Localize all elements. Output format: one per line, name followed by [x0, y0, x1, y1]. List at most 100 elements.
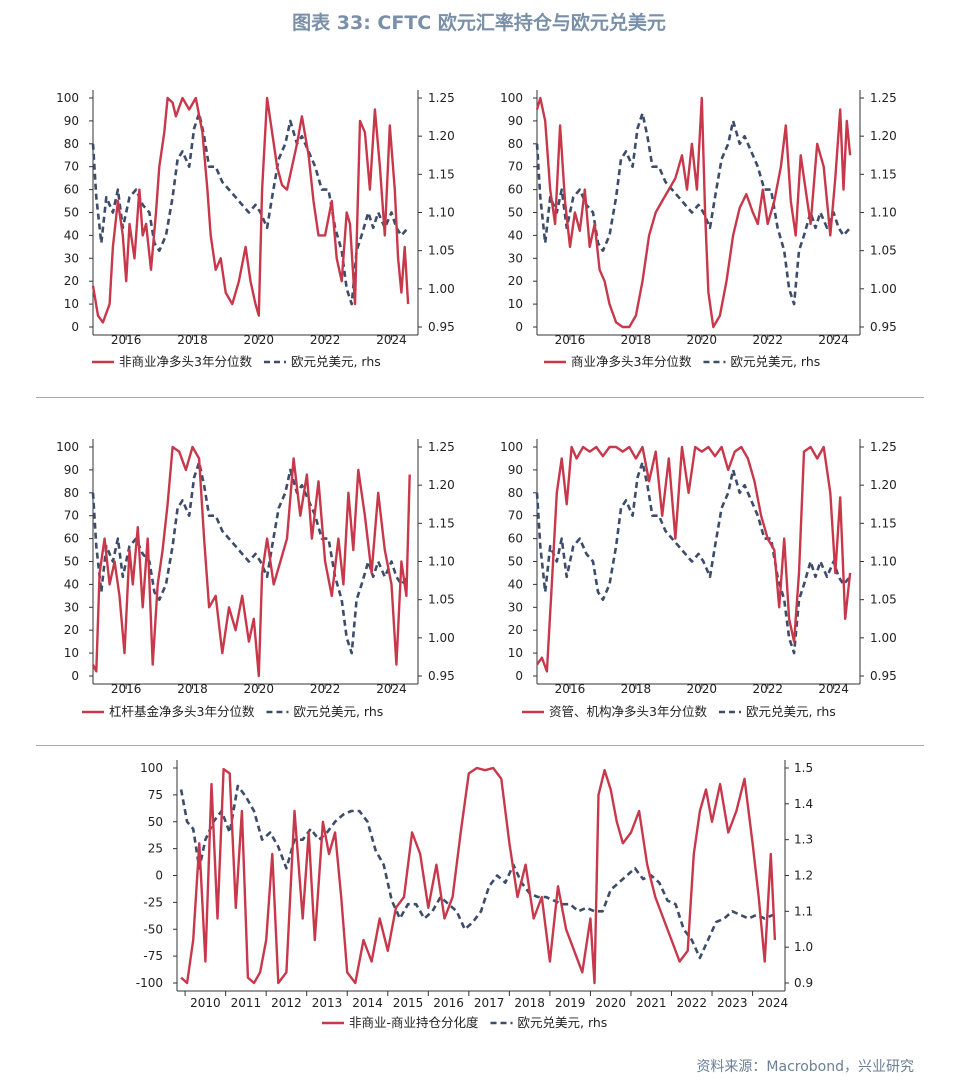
legend-label-eurusd: 欧元兑美元, rhs: [746, 704, 836, 719]
x-tick-label: 2011: [231, 996, 262, 1010]
y-tick-label: -100: [136, 976, 163, 990]
x-tick-label: 2019: [555, 996, 586, 1010]
y2-tick-label: 1.5: [794, 761, 813, 775]
y-tick-label: 50: [148, 815, 163, 829]
position-series-line: [536, 445, 852, 673]
y-tick-label: -25: [143, 895, 163, 909]
source-note: 资料来源：Macrobond，兴业研究: [696, 1059, 914, 1075]
y2-tick-label: 1.4: [794, 797, 813, 811]
legend-label-eurusd: 欧元兑美元, rhs: [518, 1015, 608, 1030]
legend-label-position: 非商业净多头3年分位数: [119, 354, 252, 369]
divider-top: [36, 397, 924, 398]
y2-tick-label: 1.25: [428, 91, 455, 105]
x-tick-label: 2016: [111, 333, 142, 347]
y-tick-label: 60: [508, 532, 523, 546]
y-tick-label: 100: [140, 761, 163, 775]
y-tick-label: 0: [515, 320, 523, 334]
y2-tick-label: 1.0: [794, 940, 813, 954]
y-tick-label: -75: [143, 949, 163, 963]
eurusd-series-line: [535, 461, 852, 655]
chart-noncommercial: 0 10 20 30 40 50 60 70 80 90 100 0.95 1.00 1.05 1.10 1.…: [56, 90, 455, 369]
y-tick-label: 50: [508, 555, 523, 569]
y-tick-label: 0: [71, 320, 79, 334]
y-tick-label: 25: [148, 842, 163, 856]
y-tick-label: 70: [64, 509, 79, 523]
position-series-line: [180, 766, 777, 985]
y-tick-label: 100: [56, 440, 79, 454]
page-title: 图表 33: CFTC 欧元汇率持仓与欧元兑美元: [292, 12, 666, 34]
y-tick-label: 90: [508, 114, 523, 128]
y-tick-label: -50: [143, 922, 163, 936]
x-tick-label: 2020: [244, 333, 275, 347]
x-tick-label: 2017: [474, 996, 505, 1010]
y-tick-label: 10: [508, 297, 523, 311]
y-tick-label: 70: [508, 160, 523, 174]
y2-tick-label: 1.3: [794, 833, 813, 847]
y-tick-label: 0: [515, 669, 523, 683]
x-tick-label: 2018: [514, 996, 545, 1010]
x-tick-label: 2024: [376, 682, 407, 696]
x-tick-label: 2016: [555, 333, 586, 347]
y2-tick-label: 0.95: [428, 669, 455, 683]
divider-bottom: [36, 745, 924, 746]
y2-tick-label: 1.25: [428, 440, 455, 454]
y2-tick-label: 1.15: [870, 167, 897, 181]
y-tick-label: 70: [508, 509, 523, 523]
y-tick-label: 30: [64, 251, 79, 265]
x-tick-label: 2022: [676, 996, 707, 1010]
eurusd-series-line: [91, 112, 410, 306]
y-tick-label: 90: [64, 463, 79, 477]
x-tick-label: 2021: [636, 996, 667, 1010]
y2-tick-label: 1.10: [870, 555, 897, 569]
y2-tick-label: 1.15: [428, 516, 455, 530]
eurusd-series-line: [91, 461, 410, 655]
y2-tick-label: 1.00: [428, 631, 455, 645]
y2-tick-label: 1.15: [428, 167, 455, 181]
y-tick-label: 50: [64, 206, 79, 220]
legend-label-eurusd: 欧元兑美元, rhs: [730, 354, 820, 369]
x-tick-label: 2020: [687, 682, 718, 696]
legend-label-position: 商业净多头3年分位数: [571, 354, 692, 369]
legend-label-position: 杠杆基金净多头3年分位数: [109, 704, 255, 719]
x-tick-label: 2024: [818, 333, 849, 347]
y-tick-label: 80: [64, 137, 79, 151]
y2-tick-label: 1.00: [870, 282, 897, 296]
x-tick-label: 2013: [312, 996, 343, 1010]
y2-tick-label: 1.2: [794, 869, 813, 883]
x-tick-label: 2022: [310, 333, 341, 347]
y2-tick-label: 1.10: [428, 555, 455, 569]
chart-commercial: 0 10 20 30 40 50 60 70 80 90 100 0.95 1.00 1.05 1.10 1.…: [500, 90, 897, 369]
x-tick-label: 2022: [310, 682, 341, 696]
x-tick-label: 2018: [621, 682, 652, 696]
y-tick-label: 100: [500, 91, 523, 105]
y-tick-label: 20: [64, 623, 79, 637]
legend-label-position: 非商业-商业持仓分化度: [349, 1015, 479, 1030]
y2-tick-label: 1.05: [870, 593, 897, 607]
y2-tick-label: 1.25: [870, 440, 897, 454]
y2-tick-label: 1.05: [428, 244, 455, 258]
x-tick-label: 2020: [687, 333, 718, 347]
eurusd-series-line: [179, 784, 774, 960]
x-tick-label: 2010: [190, 996, 221, 1010]
y-tick-label: 40: [64, 228, 79, 242]
y-tick-label: 70: [64, 160, 79, 174]
y-tick-label: 90: [508, 463, 523, 477]
y2-tick-label: 0.9: [794, 976, 813, 990]
position-series-line: [91, 445, 411, 678]
y-tick-label: 10: [64, 646, 79, 660]
y-tick-label: 20: [508, 623, 523, 637]
y-tick-label: 30: [508, 251, 523, 265]
x-tick-label: 2024: [376, 333, 407, 347]
x-tick-label: 2012: [271, 996, 302, 1010]
y-tick-label: 10: [64, 297, 79, 311]
y-tick-label: 50: [508, 206, 523, 220]
y2-tick-label: 1.10: [870, 206, 897, 220]
x-tick-label: 2022: [752, 682, 783, 696]
y2-tick-label: 1.05: [428, 593, 455, 607]
legend-label-eurusd: 欧元兑美元, rhs: [293, 704, 383, 719]
y2-tick-label: 1.10: [428, 206, 455, 220]
legend-label-position: 资管、机构净多头3年分位数: [549, 704, 707, 719]
y-tick-label: 40: [508, 228, 523, 242]
position-series-line: [91, 96, 410, 324]
